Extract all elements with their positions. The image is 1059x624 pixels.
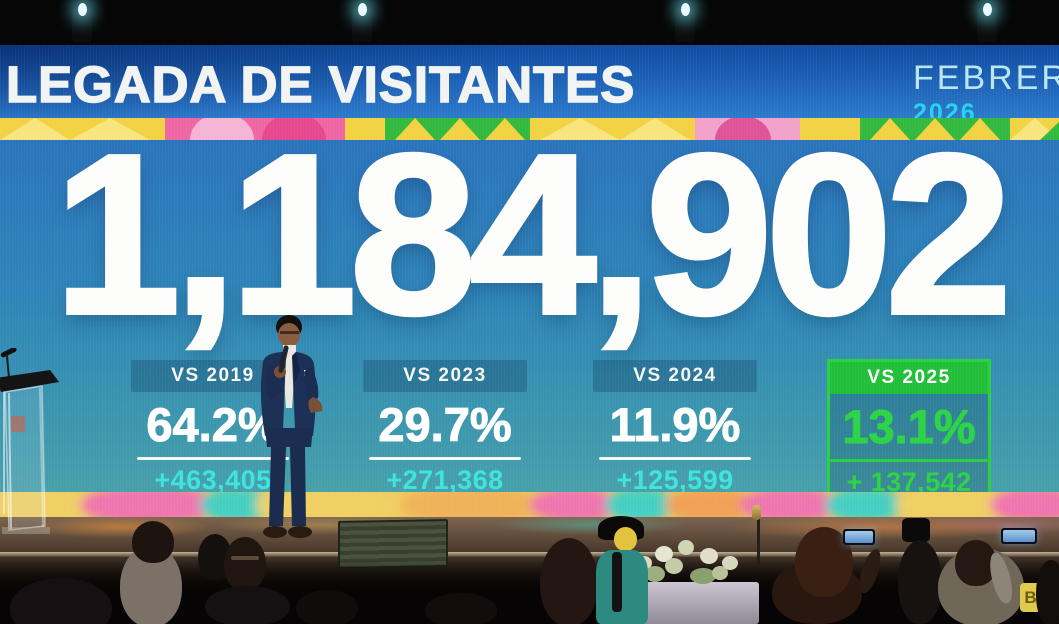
audience-head [540,538,598,624]
screen-main: 1,184,902 VS 2019 64.2% +463,405 POR ENC… [0,108,1059,517]
stat-delta: +125,599 [616,465,734,495]
flower [722,556,738,570]
microphone-icon [278,345,289,373]
audience-head [1036,560,1059,624]
podium-mic-stand [3,388,5,514]
face-mask [614,527,637,551]
light-fixture [977,8,997,42]
stage-edge [0,552,1059,557]
festive-bottom-band [0,492,1059,517]
light-fixture [72,8,92,42]
festive-strip [0,118,1059,140]
audience-shoulders [205,586,290,624]
stat-divider [830,459,988,462]
flower [678,540,694,555]
screen-period: FEBRERO 2026 [913,59,1059,128]
phone-screen [1003,530,1035,542]
audience-head [296,590,358,624]
stage-light-icon [983,3,992,16]
flower-table [626,582,759,624]
stat-delta: +463,405 [154,465,272,495]
audience-person [898,540,942,624]
presenter [260,315,323,538]
stat-delta: + 137,542 [846,467,972,497]
flower-leaves [690,568,716,584]
audience-head-glasses [224,537,266,591]
stat-divider [599,457,751,460]
table-paddle: B [1020,583,1041,612]
stat-label: VS 2025 [830,362,988,394]
stat-percent: 29.7% [378,398,512,451]
audience-head [10,578,112,624]
stat-vs-2023: VS 2023 29.7% +271,368 POR ENCIMA [363,360,527,513]
total-visitors: 1,184,902 [52,108,1014,362]
stat-delta: +271,368 [386,465,504,495]
stat-divider [137,457,289,460]
flower-leaves [645,566,665,582]
camera-strap [612,552,622,612]
audience-head [425,593,497,624]
stat-percent: 13.1% [842,400,976,453]
stat-vs-2024: VS 2024 11.9% +125,599 POR ENCIMA [593,360,757,513]
camera-operator [596,550,648,624]
center-mic-icon [752,505,761,520]
phone-camera [1001,528,1037,544]
stage-light-icon [358,3,367,16]
flower [700,548,718,564]
led-screen: LEGADA DE VISITANTES FEBRERO 2026 [0,45,1059,517]
camera-icon [902,518,930,542]
phone-screen [845,531,873,543]
flower [655,546,673,562]
stat-divider [369,457,521,460]
glasses-icon [231,556,259,560]
light-fixture [352,8,372,42]
period-month: FEBRERO [913,59,1059,97]
stage-light-icon [78,3,87,16]
stat-label: VS 2024 [593,360,757,392]
ceiling [0,0,1059,47]
phone-camera [843,529,875,545]
stat-percent: 64.2% [146,398,280,451]
acrylic-podium [0,348,59,534]
audience-head [132,521,174,563]
stat-percent: 11.9% [609,398,741,451]
stat-label: VS 2023 [363,360,527,392]
flower [712,566,728,580]
light-fixture [675,8,695,42]
flower [665,558,683,574]
screen-title: LEGADA DE VISITANTES [5,55,636,114]
stage-light-icon [681,3,690,16]
center-mic-stand [757,512,760,564]
podium-emblem [11,416,25,432]
